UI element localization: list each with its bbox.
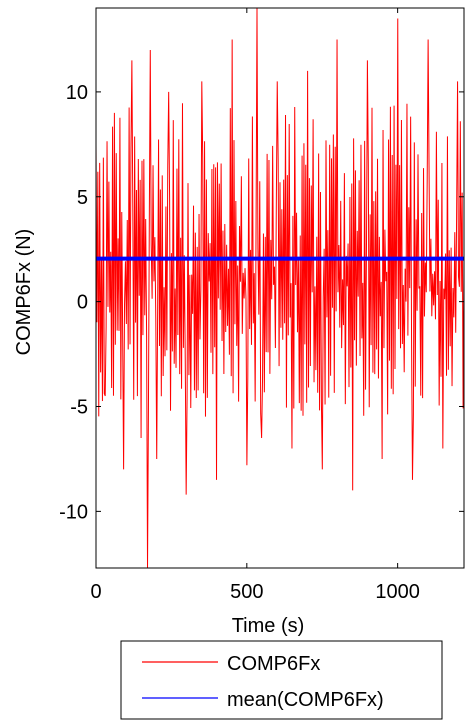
y-tick-label: -10 (59, 501, 88, 523)
x-tick-label: 0 (90, 581, 101, 603)
y-tick-label: -5 (70, 397, 88, 419)
y-axis-label: COMP6Fx (N) (13, 229, 35, 356)
series-line-comp6fx (96, 8, 464, 568)
legend-label-comp6fx: COMP6Fx (227, 653, 320, 675)
y-tick-label: 10 (66, 82, 88, 104)
legend-box (120, 640, 443, 720)
legend: COMP6Fx mean(COMP6Fx) (120, 640, 443, 720)
y-tick-label: 0 (77, 292, 88, 314)
y-axis: -10 -5 0 5 10 (59, 82, 464, 523)
y-tick-label: 5 (77, 187, 88, 209)
legend-label-mean: mean(COMP6Fx) (227, 689, 384, 711)
x-axis-label: Time (s) (232, 615, 305, 637)
x-tick-label: 500 (230, 581, 263, 603)
x-tick-label: 1000 (375, 581, 420, 603)
x-axis: 0 500 1000 (90, 8, 420, 603)
data-layer (96, 8, 464, 568)
plot-frame (95, 7, 465, 569)
